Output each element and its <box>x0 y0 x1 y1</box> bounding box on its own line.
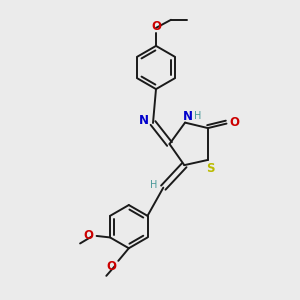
Text: O: O <box>229 116 239 129</box>
Text: O: O <box>151 20 161 33</box>
Text: H: H <box>150 180 158 190</box>
Text: H: H <box>194 111 201 121</box>
Text: N: N <box>139 114 149 127</box>
Text: N: N <box>183 110 193 122</box>
Text: O: O <box>107 260 117 273</box>
Text: S: S <box>206 162 214 175</box>
Text: O: O <box>83 230 93 242</box>
